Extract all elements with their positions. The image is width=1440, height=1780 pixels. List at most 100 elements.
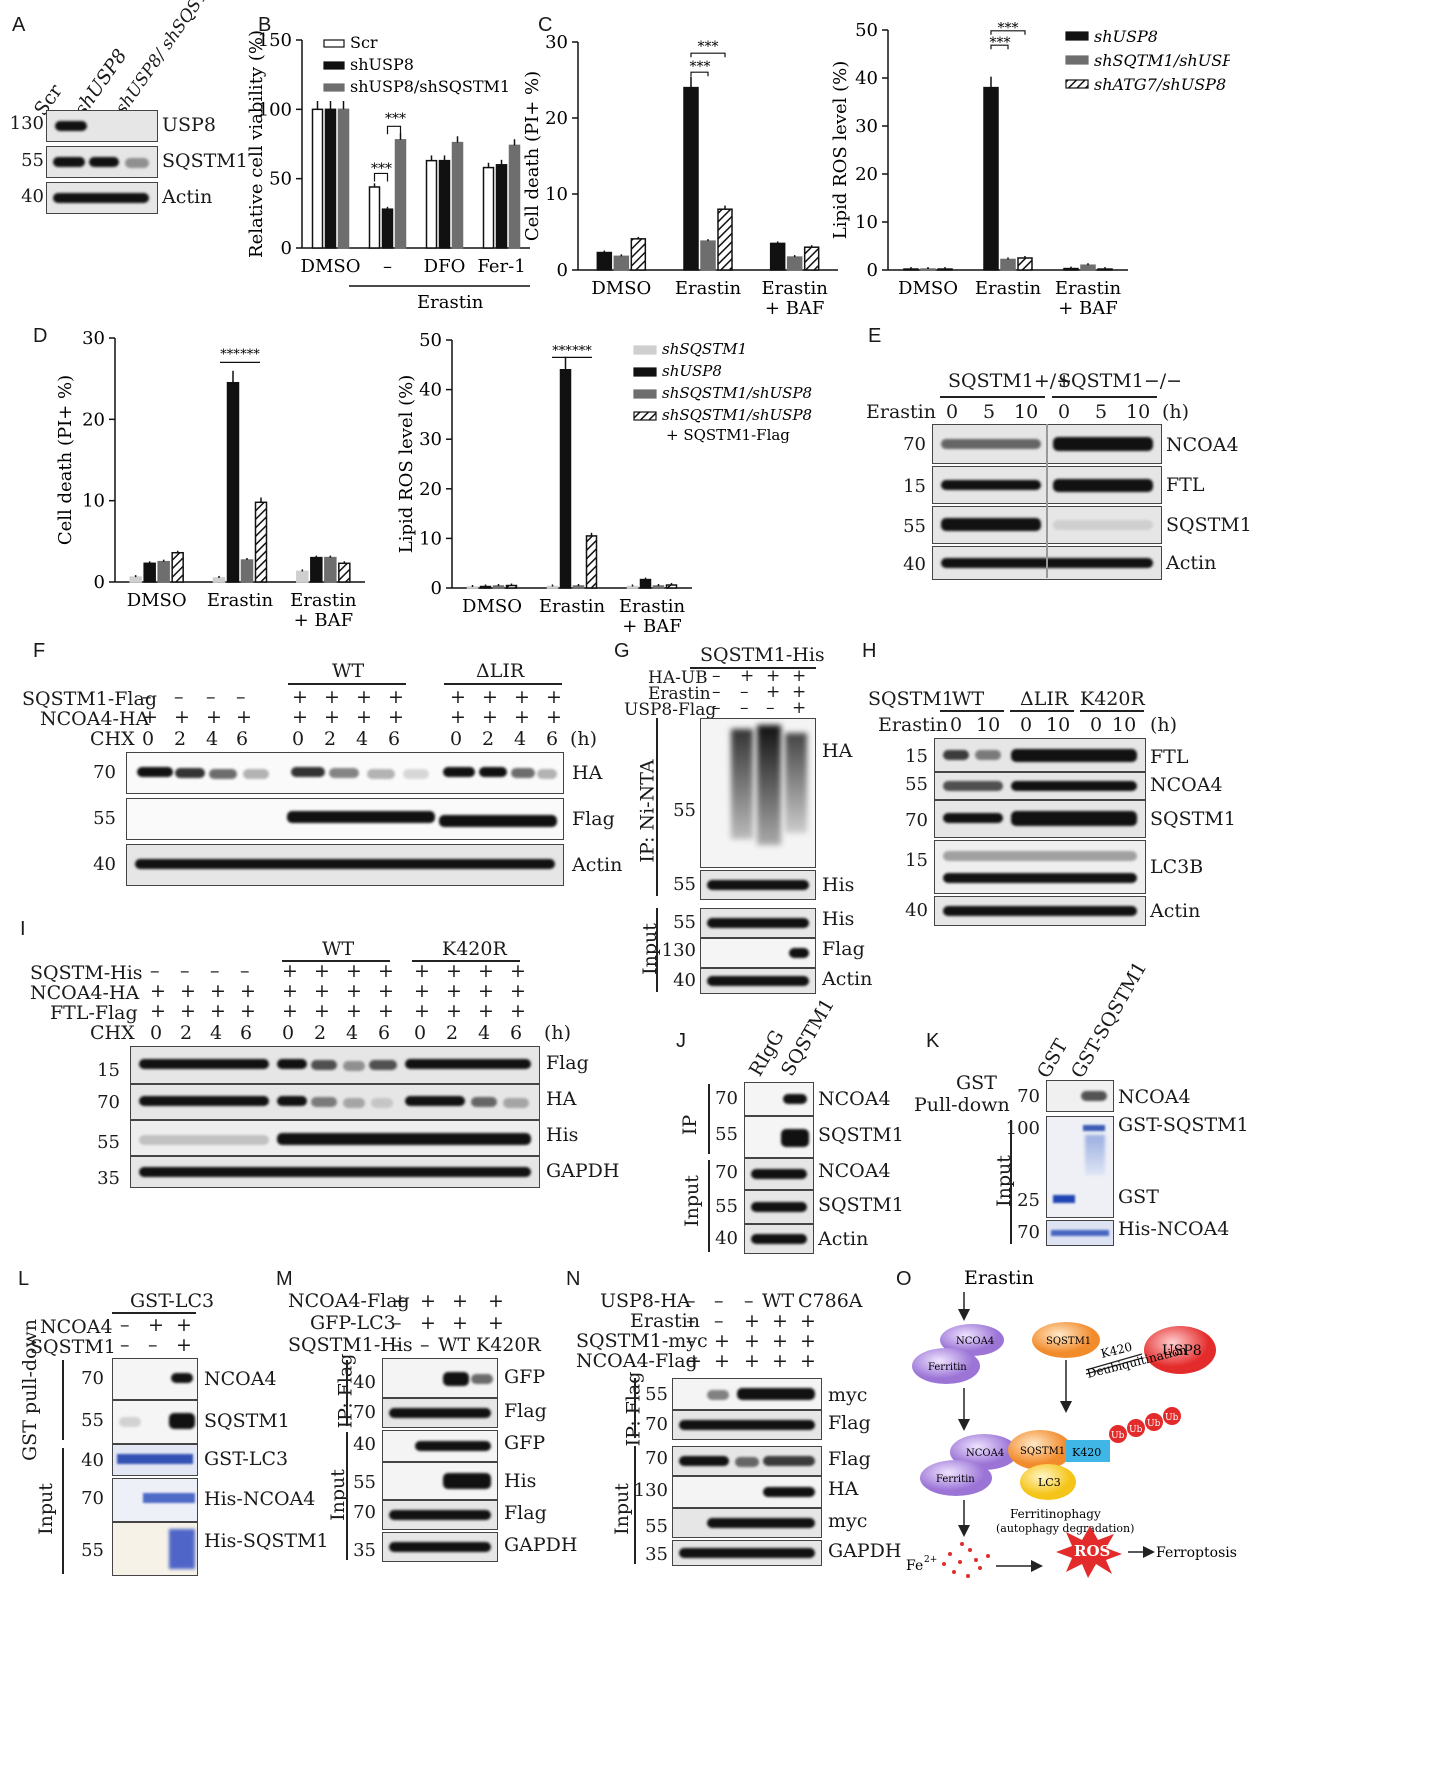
bar <box>683 86 699 271</box>
sign-mark: + <box>772 1330 788 1352</box>
mw-marker: 55 <box>715 1196 738 1217</box>
legend-label: shUSP8 <box>662 362 722 380</box>
sign-mark: – <box>120 1334 130 1356</box>
bar <box>626 585 639 589</box>
tick-label: 0 <box>94 572 105 593</box>
sign-mark: + <box>180 1000 196 1022</box>
mw-marker: 70 <box>1017 1222 1040 1243</box>
time-label: 0 <box>150 1022 163 1044</box>
category-label: DMSO <box>127 590 187 611</box>
blot-row <box>744 1158 814 1190</box>
bar <box>492 585 505 589</box>
sign-mark: – <box>712 698 721 718</box>
blot-label: GST-LC3 <box>204 1448 289 1470</box>
sign-mark: – <box>740 682 749 702</box>
sign-mark: – <box>686 1290 696 1312</box>
sig-mark: *** <box>990 35 1011 51</box>
blot-label: Actin <box>822 968 873 990</box>
bar <box>438 159 451 249</box>
sig-bracket <box>386 125 402 135</box>
blot-row <box>672 1476 822 1508</box>
panel-label-c: C <box>538 14 553 36</box>
mw-marker: 15 <box>905 850 928 871</box>
sign-mark: + <box>292 686 308 708</box>
ferritin-label: Ferritin <box>928 1362 967 1373</box>
bar <box>596 251 613 271</box>
mw-marker: 70 <box>903 434 926 455</box>
bar <box>240 559 254 583</box>
category-label: Erastin <box>207 590 274 611</box>
group-label: ΔLIR <box>1020 688 1069 710</box>
mw-marker: 70 <box>93 762 116 783</box>
sign-mark: + <box>546 706 562 728</box>
blot-label: Flag <box>504 1400 547 1422</box>
category-label: DFO <box>424 256 466 277</box>
bar <box>310 556 323 583</box>
blot-label: SQSTM1 <box>204 1410 290 1432</box>
bar <box>983 86 999 271</box>
blot-label: SQSTM1 <box>1166 514 1252 536</box>
row-label: HA-UB <box>648 668 708 688</box>
blot-row <box>672 1540 822 1566</box>
sign-mark: + <box>488 1290 504 1312</box>
mw-marker: 70 <box>81 1368 104 1389</box>
panel-label-j: J <box>676 1030 686 1052</box>
tick-label: 10 <box>82 491 105 512</box>
sign-mark: + <box>510 960 526 982</box>
time-label: 2 <box>180 1022 193 1044</box>
sign-mark: – <box>142 686 152 708</box>
sign-mark: + <box>346 1000 362 1022</box>
mw-marker: 70 <box>645 1414 668 1435</box>
sig-mark: *** <box>385 111 406 127</box>
blot-row <box>934 738 1146 772</box>
sign-mark: + <box>346 960 362 982</box>
mw-marker: 100 <box>1005 1118 1040 1139</box>
sig-bracket <box>990 44 1009 50</box>
usp8-node <box>1144 1326 1216 1374</box>
time-label: 2 <box>482 728 495 750</box>
blot-row <box>46 110 158 142</box>
sig-mark: *** <box>220 347 240 362</box>
blot-row <box>382 1500 498 1530</box>
group-label: K420R <box>442 938 507 960</box>
sign-mark: – <box>120 1314 130 1336</box>
sign-mark: – <box>206 686 216 708</box>
mw-marker: 40 <box>905 900 928 921</box>
sign-mark: + <box>510 980 526 1002</box>
sign-mark: + <box>772 1310 788 1332</box>
sign-mark: + <box>772 1350 788 1372</box>
unit-label: (h) <box>544 1022 572 1044</box>
fe-label: Fe <box>906 1558 923 1574</box>
sign-mark: + <box>686 1350 702 1372</box>
gel <box>1046 1220 1114 1246</box>
blot-label: His <box>822 908 855 930</box>
sign-mark: + <box>282 960 298 982</box>
blot-label: NCOA4 <box>818 1160 891 1182</box>
sign-mark: + <box>240 1000 256 1022</box>
mw-marker: 40 <box>353 1372 376 1393</box>
blot-row <box>744 1082 814 1116</box>
tick-label: 0 <box>557 260 568 281</box>
blot-row <box>382 1398 498 1428</box>
sign-mark: + <box>450 706 466 728</box>
sign-mark: + <box>180 980 196 1002</box>
sign-mark: + <box>210 1000 226 1022</box>
row-label: SQSTM1-His <box>288 1334 413 1356</box>
sign-mark: – <box>392 1312 402 1334</box>
sign-mark: – <box>712 682 721 702</box>
row-label: SQSTM-His <box>30 962 143 984</box>
row-label: NCOA4-HA <box>40 708 150 730</box>
bar <box>920 268 936 271</box>
input-label: Input <box>34 1483 57 1535</box>
blot-label: USP8 <box>162 114 216 136</box>
tick-label: 150 <box>258 30 292 51</box>
sign-mark: + <box>314 1000 330 1022</box>
legend-label: shSQSTM1/shUSP8 <box>662 406 812 424</box>
category-label: + BAF <box>294 610 354 631</box>
sign-mark: + <box>488 1312 504 1334</box>
mw-marker: 70 <box>81 1488 104 1509</box>
blot-label: GAPDH <box>504 1534 578 1556</box>
blot-label: His <box>504 1470 537 1492</box>
treat-label: Erastin <box>878 714 948 736</box>
tick-label: 0 <box>281 238 292 259</box>
